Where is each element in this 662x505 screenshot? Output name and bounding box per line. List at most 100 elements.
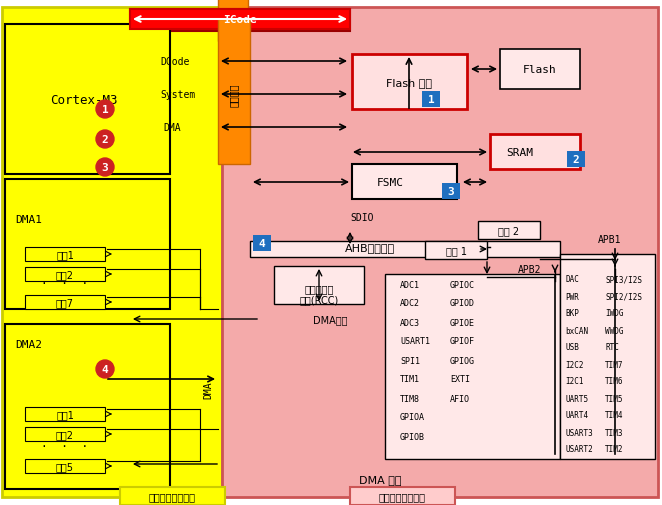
Text: System: System	[160, 90, 195, 100]
FancyBboxPatch shape	[253, 235, 271, 251]
Text: DCode: DCode	[160, 57, 189, 67]
Text: AHB系统总线: AHB系统总线	[345, 242, 395, 252]
Text: DAC: DAC	[565, 275, 579, 284]
FancyBboxPatch shape	[425, 241, 487, 260]
Text: GPIOD: GPIOD	[450, 299, 475, 308]
FancyBboxPatch shape	[422, 92, 440, 108]
Text: APB1: APB1	[598, 234, 622, 244]
Text: USART2: USART2	[565, 444, 592, 453]
Text: DMA: DMA	[163, 123, 181, 133]
Text: USART3: USART3	[565, 428, 592, 437]
FancyBboxPatch shape	[490, 135, 580, 170]
Text: AFIO: AFIO	[450, 394, 470, 402]
Text: 通道1: 通道1	[56, 409, 74, 419]
Text: Cortex-M3: Cortex-M3	[50, 93, 117, 106]
Text: 控制(RCC): 控制(RCC)	[299, 294, 339, 305]
FancyBboxPatch shape	[5, 324, 170, 489]
Text: 复位和时钟: 复位和时钟	[305, 283, 334, 293]
Text: TIM5: TIM5	[605, 394, 624, 402]
FancyBboxPatch shape	[350, 487, 455, 505]
Text: PWR: PWR	[565, 292, 579, 301]
Text: 黄色表示驱动单元: 黄色表示驱动单元	[148, 491, 195, 501]
FancyBboxPatch shape	[25, 247, 105, 262]
FancyBboxPatch shape	[560, 255, 655, 459]
FancyBboxPatch shape	[442, 184, 460, 199]
FancyBboxPatch shape	[567, 152, 585, 168]
Text: 通道1: 通道1	[56, 249, 74, 260]
Text: 粉色表示被动单元: 粉色表示被动单元	[379, 491, 426, 501]
Text: GPIOG: GPIOG	[450, 356, 475, 365]
Text: Flash 接口: Flash 接口	[386, 78, 432, 88]
Text: WWDG: WWDG	[605, 326, 624, 335]
FancyBboxPatch shape	[25, 459, 105, 473]
Text: DMA请求: DMA请求	[312, 315, 348, 324]
Text: ADC1: ADC1	[400, 280, 420, 289]
FancyBboxPatch shape	[352, 165, 457, 199]
FancyBboxPatch shape	[5, 180, 170, 310]
Text: 3: 3	[448, 187, 454, 196]
Text: TIM3: TIM3	[605, 428, 624, 437]
Text: 4: 4	[102, 364, 109, 374]
Text: DMA1: DMA1	[15, 215, 42, 225]
Text: IWDG: IWDG	[605, 309, 624, 318]
FancyBboxPatch shape	[25, 407, 105, 421]
FancyBboxPatch shape	[25, 295, 105, 310]
Text: TIM1: TIM1	[400, 375, 420, 384]
Text: 通道2: 通道2	[56, 270, 74, 279]
Text: GPIOB: GPIOB	[400, 432, 425, 441]
Text: SPI1: SPI1	[400, 356, 420, 365]
Circle shape	[96, 159, 114, 177]
Circle shape	[96, 360, 114, 378]
Text: UART5: UART5	[565, 394, 588, 402]
Text: ICode: ICode	[223, 15, 257, 25]
FancyBboxPatch shape	[130, 10, 350, 32]
Text: TIM2: TIM2	[605, 444, 624, 453]
Text: I2C1: I2C1	[565, 377, 583, 386]
Text: 4: 4	[259, 238, 265, 248]
FancyBboxPatch shape	[120, 487, 225, 505]
Text: DMA 请求: DMA 请求	[359, 474, 401, 484]
FancyBboxPatch shape	[352, 55, 467, 110]
Text: SRAM: SRAM	[506, 147, 534, 158]
Text: GPIOF: GPIOF	[450, 337, 475, 346]
Text: DMA2: DMA2	[15, 339, 42, 349]
Text: 桥接 2: 桥接 2	[498, 226, 520, 235]
Text: 2: 2	[102, 135, 109, 145]
Text: 通道2: 通道2	[56, 429, 74, 439]
FancyBboxPatch shape	[478, 222, 540, 239]
FancyBboxPatch shape	[130, 10, 350, 30]
FancyBboxPatch shape	[25, 427, 105, 441]
Text: bxCAN: bxCAN	[565, 326, 588, 335]
FancyBboxPatch shape	[274, 267, 364, 305]
Text: SDIO: SDIO	[350, 213, 373, 223]
Text: 2: 2	[573, 155, 579, 165]
Text: SPI3/I2S: SPI3/I2S	[605, 275, 642, 284]
Text: GPIOC: GPIOC	[450, 280, 475, 289]
Text: FSMC: FSMC	[377, 178, 404, 188]
FancyBboxPatch shape	[218, 20, 250, 165]
Text: UART4: UART4	[565, 411, 588, 420]
FancyBboxPatch shape	[2, 8, 222, 497]
Circle shape	[96, 131, 114, 148]
Text: USART1: USART1	[400, 337, 430, 346]
Text: 通道5: 通道5	[56, 461, 74, 471]
Text: 总线矩阵: 总线矩阵	[229, 83, 239, 107]
Text: ADC3: ADC3	[400, 318, 420, 327]
Text: ·  ·  ·: · · ·	[42, 278, 89, 288]
Text: SPI2/I2S: SPI2/I2S	[605, 292, 642, 301]
Text: 通道7: 通道7	[56, 297, 74, 308]
Text: DMA: DMA	[203, 380, 213, 398]
FancyBboxPatch shape	[500, 50, 580, 90]
FancyBboxPatch shape	[5, 25, 170, 175]
Text: ·  ·  ·: · · ·	[42, 441, 89, 451]
Text: Flash: Flash	[523, 65, 557, 75]
FancyBboxPatch shape	[218, 0, 248, 42]
Text: BKP: BKP	[565, 309, 579, 318]
FancyBboxPatch shape	[222, 8, 658, 497]
Text: TIM7: TIM7	[605, 360, 624, 369]
Text: TIM6: TIM6	[605, 377, 624, 386]
Text: GPIOA: GPIOA	[400, 413, 425, 422]
Text: TIM8: TIM8	[400, 394, 420, 402]
Text: 3: 3	[102, 163, 109, 173]
Text: 1: 1	[428, 95, 434, 105]
